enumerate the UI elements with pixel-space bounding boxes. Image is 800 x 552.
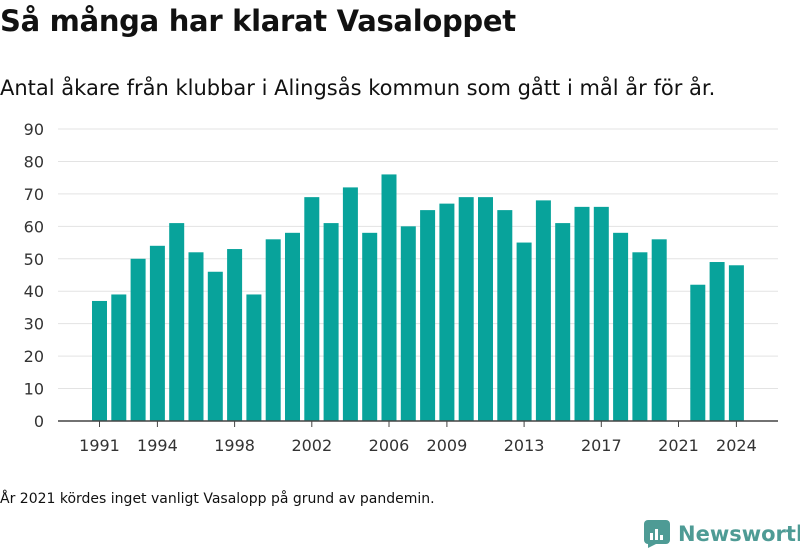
y-tick-label: 70 (24, 185, 44, 204)
bar-2001 (285, 232, 300, 421)
y-tick-label: 40 (24, 282, 44, 301)
x-tick-label: 1994 (137, 436, 178, 455)
x-tick-label: 2024 (716, 436, 757, 455)
bar-2009 (439, 203, 455, 421)
bar-1994 (149, 245, 165, 421)
x-tick-label: 2002 (291, 436, 332, 455)
bar-2020 (651, 239, 667, 421)
x-tick-label: 1998 (214, 436, 255, 455)
bar-2008 (420, 210, 436, 421)
bar-2004 (342, 187, 358, 421)
bar-2007 (400, 226, 416, 421)
x-tick-label: 2013 (504, 436, 545, 455)
bar-chart: 0 10 20 30 40 50 60 70 80 90 1991 1994 1998 2002 2006… (24, 120, 778, 455)
gridlines (58, 128, 778, 390)
bar-1997 (207, 271, 223, 421)
y-tick-label: 60 (24, 217, 44, 236)
bar-1998 (227, 249, 243, 421)
bars (92, 174, 744, 421)
x-tick-label: 2009 (427, 436, 468, 455)
bar-2000 (265, 239, 281, 421)
y-tick-label: 30 (24, 315, 44, 334)
bar-2005 (362, 232, 378, 421)
bar-1996 (188, 252, 204, 421)
y-axis-ticks: 0 10 20 30 40 50 60 70 80 90 (24, 120, 44, 431)
y-tick-label: 0 (34, 412, 44, 431)
bar-2014 (535, 200, 551, 421)
x-tick-label: 1991 (79, 436, 120, 455)
newsworthy-logo-icon (644, 520, 670, 548)
bar-1999 (246, 294, 262, 421)
chart-title: Så många har klarat Vasaloppet (0, 4, 516, 38)
bar-2002 (304, 197, 320, 421)
bar-2012 (497, 210, 513, 421)
y-tick-label: 50 (24, 250, 44, 269)
bar-2016 (574, 206, 590, 421)
bar-2023 (709, 262, 725, 421)
x-tick-label: 2021 (658, 436, 699, 455)
bar-1992 (111, 294, 127, 421)
brand-name: Newsworthy (678, 522, 800, 546)
x-axis-ticks: 1991 1994 1998 2002 2006 2009 2013 2017 2021 2024 (79, 421, 757, 455)
footnote: År 2021 kördes inget vanligt Vasalopp på… (0, 491, 435, 507)
bar-2003 (323, 223, 339, 421)
bar-2010 (458, 197, 474, 421)
bar-2017 (593, 206, 609, 421)
bar-2011 (478, 197, 493, 421)
bar-1995 (169, 223, 185, 421)
bar-1991 (92, 300, 107, 421)
bar-2019 (632, 252, 648, 421)
bar-2018 (613, 232, 629, 421)
bar-1993 (130, 258, 146, 421)
brand-logo: Newsworthy (644, 518, 800, 550)
bar-2013 (516, 242, 532, 421)
chart-subtitle: Antal åkare från klubbar i Alingsås komm… (0, 76, 716, 100)
x-tick-label: 2017 (581, 436, 622, 455)
bar-2024 (728, 265, 744, 421)
bar-2022 (690, 284, 706, 421)
y-tick-label: 90 (24, 120, 44, 139)
y-tick-label: 80 (24, 152, 44, 171)
y-tick-label: 20 (24, 347, 44, 366)
bar-2015 (555, 223, 571, 421)
y-tick-label: 10 (24, 380, 44, 399)
x-tick-label: 2006 (369, 436, 410, 455)
bar-2006 (381, 174, 397, 421)
